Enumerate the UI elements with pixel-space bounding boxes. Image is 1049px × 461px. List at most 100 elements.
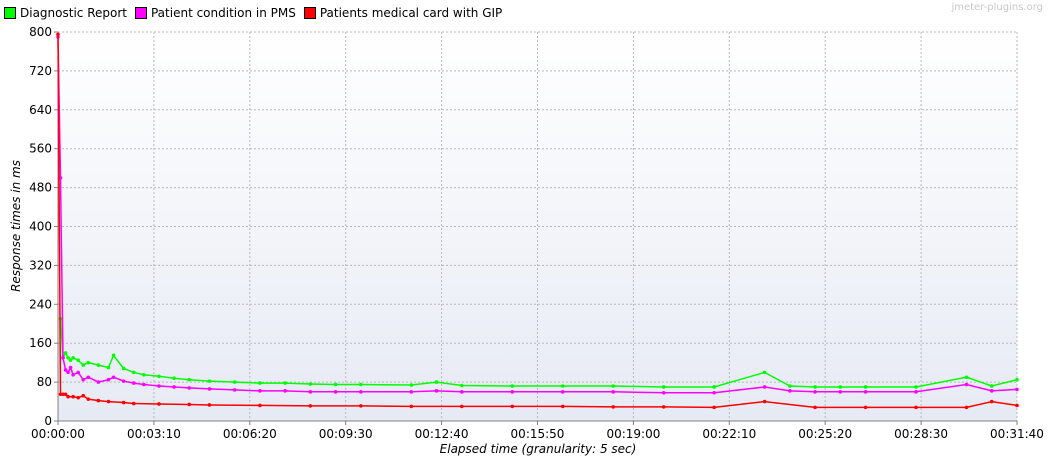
- series-point: [258, 381, 262, 385]
- series-point: [66, 355, 70, 360]
- series-point: [96, 363, 101, 367]
- series-point: [131, 370, 136, 375]
- y-tick-label: 80: [37, 375, 52, 389]
- series-point: [863, 385, 868, 389]
- series-point: [76, 370, 80, 375]
- series-point: [459, 390, 464, 394]
- series-point: [838, 390, 843, 394]
- series-point: [66, 394, 70, 399]
- x-tick-label: 00:28:30: [894, 427, 948, 441]
- series-point: [661, 390, 666, 395]
- y-tick-label: 800: [29, 25, 52, 39]
- series-point: [813, 385, 817, 389]
- series-point: [283, 389, 287, 393]
- series-point: [308, 404, 313, 408]
- series-point: [989, 399, 994, 404]
- series-point: [964, 405, 969, 410]
- x-tick-label: 00:06:20: [223, 427, 277, 441]
- series-point: [106, 377, 111, 382]
- series-point: [661, 385, 666, 389]
- series-point: [207, 387, 212, 391]
- series-point: [283, 381, 287, 385]
- y-tick-label: 640: [29, 103, 52, 117]
- series-point: [187, 386, 192, 390]
- series-point: [914, 390, 918, 394]
- x-tick-label: 00:03:10: [127, 427, 181, 441]
- y-tick-label: 560: [29, 142, 52, 156]
- y-tick-label: 320: [29, 258, 52, 272]
- legend: Diagnostic Report Patient condition in PM…: [4, 4, 510, 22]
- series-point: [121, 400, 126, 405]
- y-tick-label: 480: [29, 181, 52, 195]
- series-point: [661, 405, 666, 409]
- legend-label: Diagnostic Report: [20, 6, 127, 20]
- series-point: [914, 385, 918, 389]
- series-point: [813, 405, 817, 410]
- y-tick-label: 0: [44, 414, 52, 428]
- series-point: [207, 379, 212, 383]
- series-point: [96, 398, 101, 403]
- series-point: [762, 370, 767, 375]
- series-point: [71, 355, 75, 360]
- legend-swatch: [134, 7, 147, 19]
- x-tick-label: 00:12:40: [415, 427, 469, 441]
- series-point: [308, 390, 313, 394]
- series-point: [863, 405, 868, 410]
- series-point: [359, 382, 363, 387]
- watermark: jmeter-plugins.org: [951, 2, 1043, 13]
- legend-item: Patient condition in PMS: [134, 6, 296, 20]
- series-point: [232, 388, 237, 392]
- series-point: [76, 358, 80, 363]
- series-point: [142, 373, 146, 377]
- series-point: [762, 399, 767, 404]
- series-point: [914, 405, 918, 410]
- plot-area: [58, 32, 1017, 421]
- series-point: [63, 351, 68, 355]
- series-point: [81, 393, 86, 398]
- series-point: [611, 384, 616, 388]
- series-point: [788, 389, 792, 393]
- series-point: [121, 366, 126, 371]
- tick-labels: 0 80 160 240 320 400 480 560 640 720 800 00:00:00 00…: [29, 25, 1044, 441]
- series-point: [61, 355, 65, 360]
- series-point: [434, 380, 439, 384]
- series-point: [510, 404, 515, 409]
- series-point: [76, 395, 80, 400]
- series-point: [333, 382, 338, 387]
- series-point: [142, 382, 146, 387]
- series-point: [66, 370, 70, 375]
- series-point: [86, 375, 91, 380]
- series-point: [86, 397, 91, 401]
- series-point: [111, 375, 116, 380]
- x-tick-label: 00:09:30: [319, 427, 373, 441]
- series-point: [459, 404, 464, 409]
- legend-item: Patients medical card with GIP: [303, 6, 502, 20]
- series-point: [86, 360, 91, 365]
- series-point: [838, 385, 843, 389]
- series-point: [434, 389, 439, 393]
- series-point: [56, 32, 60, 37]
- series-point: [187, 377, 192, 382]
- series-point: [71, 394, 75, 399]
- series-point: [813, 390, 817, 394]
- x-tick-label: 00:15:50: [511, 427, 565, 441]
- legend-swatch: [303, 7, 316, 19]
- series-point: [258, 389, 262, 393]
- series-point: [459, 383, 464, 388]
- series-point: [187, 402, 192, 407]
- series-point: [63, 368, 68, 372]
- x-tick-label: 00:19:00: [606, 427, 660, 441]
- legend-swatch: [4, 7, 16, 19]
- series-point: [611, 405, 616, 409]
- x-tick-label: 00:00:00: [31, 427, 85, 441]
- y-axis-label: Response times in ms: [9, 160, 23, 292]
- series-point: [63, 392, 68, 397]
- series-point: [409, 383, 414, 387]
- series-point: [308, 382, 313, 386]
- series-point: [712, 390, 716, 395]
- series-point: [863, 390, 868, 394]
- series-point: [81, 377, 86, 382]
- series-point: [157, 374, 161, 379]
- series-point: [131, 381, 136, 385]
